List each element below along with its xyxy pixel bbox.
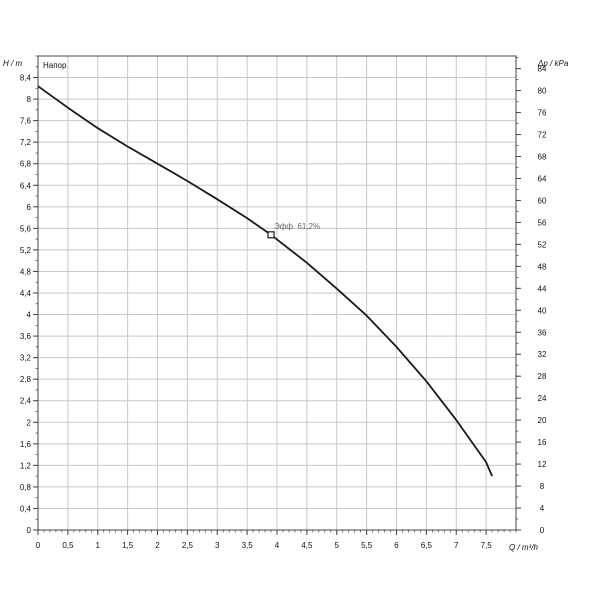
y-left-tick-label: 6,4 <box>20 181 32 190</box>
y-left-tick-label: 2,8 <box>20 375 32 384</box>
y-right-tick-label: 52 <box>538 240 547 249</box>
y-right-tick-label: 72 <box>538 131 547 140</box>
y-left-tick-label: 4,8 <box>20 267 32 276</box>
y-right-tick-label: 60 <box>538 196 547 205</box>
y-left-tick-label: 0 <box>27 526 32 535</box>
y-right-tick-label: 36 <box>538 328 547 337</box>
x-axis-ticks: 0 0,5 1 1,5 2 2,5 3 3,5 4 4,5 5 5,5 6 6,5 7 7,5 <box>36 530 517 550</box>
y-right-tick-label: 12 <box>538 460 547 469</box>
x-tick-label: 6,5 <box>421 541 433 550</box>
y-left-tick-label: 3,6 <box>20 332 32 341</box>
x-tick-label: 3 <box>215 541 220 550</box>
y-left-tick-label: 4,4 <box>20 289 32 298</box>
x-tick-label: 1 <box>96 541 101 550</box>
y-left-tick-label: 0,8 <box>20 483 32 492</box>
y-left-tick-label: 1,6 <box>20 440 32 449</box>
y-left-tick-label: 8 <box>27 95 32 104</box>
y-right-tick-label: 24 <box>538 394 547 403</box>
x-tick-label: 6 <box>394 541 399 550</box>
y-left-tick-label: 1,2 <box>20 461 32 470</box>
efficiency-annotation-label: Эфф. 61,2% <box>274 222 320 231</box>
x-tick-label: 5 <box>335 541 340 550</box>
annotations-group: Эфф. 61,2% <box>267 222 320 239</box>
y-right-tick-label: 64 <box>538 174 547 183</box>
y-left-tick-label: 0,4 <box>20 504 32 513</box>
y-right-axis-label: Δp / kPa <box>537 59 569 68</box>
y-right-tick-label: 84 <box>538 65 547 74</box>
y-right-tick-label: 68 <box>538 153 547 162</box>
y-left-tick-label: 7,6 <box>20 117 32 126</box>
y-right-tick-label: 80 <box>538 87 547 96</box>
x-tick-label: 2,5 <box>182 541 194 550</box>
y-left-axis-label: H / m <box>3 59 22 68</box>
y-left-tick-label: 8,4 <box>20 74 32 83</box>
y-left-tick-label: 4 <box>27 311 32 320</box>
y-right-tick-label: 76 <box>538 109 547 118</box>
y-left-tick-label: 7,2 <box>20 138 32 147</box>
y-right-tick-label: 28 <box>538 372 547 381</box>
y-right-tick-label: 40 <box>538 306 547 315</box>
x-tick-label: 0 <box>36 541 41 550</box>
x-tick-label: 0,5 <box>62 541 74 550</box>
y-left-tick-label: 3,2 <box>20 354 32 363</box>
y-right-tick-label: 56 <box>538 218 547 227</box>
y-left-tick-label: 2,4 <box>20 397 32 406</box>
y-right-tick-label: 20 <box>538 416 547 425</box>
y-left-tick-label: 6,8 <box>20 160 32 169</box>
y-right-tick-label: 48 <box>538 262 547 271</box>
x-tick-label: 2 <box>155 541 160 550</box>
y-right-axis-ticks: 0481216202428323640444852566064687276808… <box>516 57 547 535</box>
x-tick-label: 4 <box>275 541 280 550</box>
y-right-tick-label: 8 <box>540 482 545 491</box>
x-tick-label: 5,5 <box>361 541 373 550</box>
x-tick-label: 7,5 <box>481 541 493 550</box>
y-left-axis-ticks: 0 0,4 0,8 1,2 1,6 2 2,4 2,8 3,2 3,6 4 4,4 4,8 5,2 5,6 6… <box>20 55 38 535</box>
grid-lines <box>38 56 516 530</box>
y-right-tick-label: 16 <box>538 438 547 447</box>
x-tick-label: 7 <box>454 541 459 550</box>
head-curve-line <box>37 85 493 477</box>
y-right-tick-label: 4 <box>540 504 545 513</box>
x-tick-label: 1,5 <box>122 541 134 550</box>
x-axis-label: Q / m³/h <box>509 543 538 552</box>
y-right-tick-label: 0 <box>540 526 545 535</box>
efficiency-point-marker <box>267 231 275 239</box>
series-group <box>37 85 493 477</box>
y-right-tick-label: 32 <box>538 350 547 359</box>
y-left-tick-label: 2 <box>27 418 32 427</box>
y-left-tick-label: 6 <box>27 203 32 212</box>
y-left-tick-label: 5,2 <box>20 246 32 255</box>
x-tick-label: 4,5 <box>301 541 313 550</box>
y-right-tick-label: 44 <box>538 284 547 293</box>
series-label: Напор <box>43 61 67 70</box>
x-tick-label: 3,5 <box>242 541 254 550</box>
plot-area-frame <box>37 55 517 531</box>
y-left-tick-label: 5,6 <box>20 224 32 233</box>
